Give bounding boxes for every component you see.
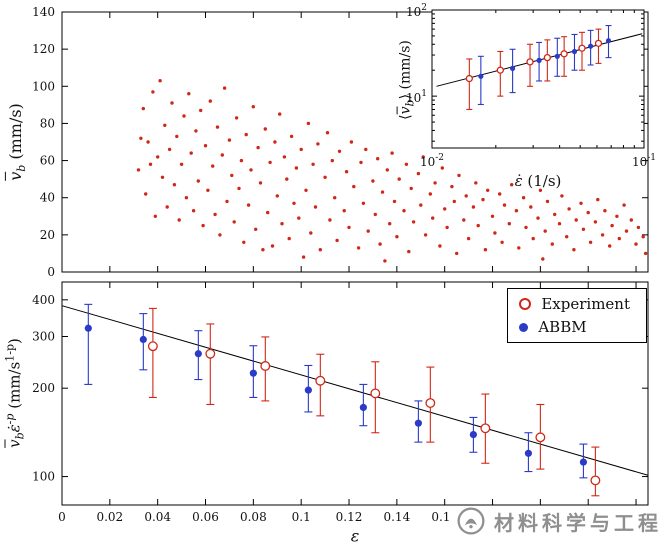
bottom-ylabel-eps-sup: -p (3, 413, 17, 425)
svg-text:120: 120 (32, 42, 55, 56)
inset-ylabel-close: ⟩ (397, 93, 414, 100)
bottom-xlabel-eps: ε (350, 526, 360, 546)
bottom-ylabel: vbε̇-p (mm/s1-p) (4, 338, 27, 448)
inset-xlabel: ε̇ (1/s) (515, 172, 562, 190)
inset-ylabel-sub: b (403, 99, 417, 107)
svg-text:0.08: 0.08 (240, 510, 267, 524)
svg-text:0.14: 0.14 (383, 510, 410, 524)
svg-text:80: 80 (40, 116, 55, 130)
legend-label-abbm: ABBM (538, 318, 587, 336)
inset-ylabel-v: v (397, 106, 414, 115)
svg-text:60: 60 (40, 154, 55, 168)
bottom-ylabel-v: v (5, 439, 24, 448)
svg-text:0.06: 0.06 (192, 510, 219, 524)
inset-xlabel-unit: (1/s) (522, 172, 562, 190)
bottom-ylabel-sub: b (13, 432, 27, 440)
legend-marker-abbm-icon (519, 322, 529, 332)
svg-text:300: 300 (32, 329, 55, 343)
legend-marker-experiment-icon (519, 298, 532, 310)
svg-text:101: 101 (406, 89, 427, 105)
svg-text:102: 102 (406, 3, 427, 19)
top-scatter-panel: 0 20 40 60 80 100 120 140 (32, 5, 649, 279)
svg-text:10-2: 10-2 (420, 153, 444, 169)
svg-text:40: 40 (40, 191, 55, 205)
svg-text:0.1: 0.1 (292, 510, 311, 524)
legend-item-experiment: Experiment (519, 295, 630, 313)
inset-panel: 101 102 10-2 10-1 (406, 3, 656, 169)
svg-text:140: 140 (32, 5, 55, 19)
inset-ylabel: ⟨vb⟩ (mm/s) (398, 40, 417, 120)
svg-text:100: 100 (32, 79, 55, 93)
legend-label-experiment: Experiment (541, 295, 630, 313)
bottom-ylabel-unit-sup: 1-p (3, 343, 17, 362)
svg-text:0.12: 0.12 (336, 510, 363, 524)
legend: Experiment ABBM (507, 288, 647, 343)
top-ylabel-v: v (5, 171, 25, 181)
top-ylabel-sub: b (15, 164, 29, 172)
svg-text:0: 0 (47, 265, 55, 279)
watermark-text: 材料科学与工程 (494, 512, 660, 535)
bottom-xlabel: ε (351, 527, 360, 546)
svg-text:0.04: 0.04 (144, 510, 171, 524)
svg-text:20: 20 (40, 228, 55, 242)
inset-xlabel-eps: ε̇ (514, 172, 523, 190)
svg-text:10-1: 10-1 (632, 153, 656, 169)
top-ylabel: vb (mm/s) (6, 103, 28, 181)
watermark: 材料科学与工程 (450, 506, 660, 536)
bottom-ylabel-unit-post: ) (5, 338, 24, 344)
watermark-logo-icon (456, 506, 486, 536)
top-ylabel-unit: (mm/s) (5, 103, 25, 165)
svg-text:400: 400 (32, 293, 55, 307)
bottom-ylabel-eps: ε̇ (5, 424, 24, 433)
legend-item-abbm: ABBM (519, 318, 630, 336)
svg-text:100: 100 (32, 470, 55, 484)
bottom-ylabel-unit-pre: (mm/s (5, 361, 24, 414)
inset-ylabel-open: ⟨ (397, 114, 414, 120)
inset-ylabel-unit: (mm/s) (397, 40, 414, 94)
svg-text:0: 0 (58, 510, 66, 524)
svg-text:200: 200 (32, 381, 55, 395)
svg-text:0.02: 0.02 (96, 510, 123, 524)
